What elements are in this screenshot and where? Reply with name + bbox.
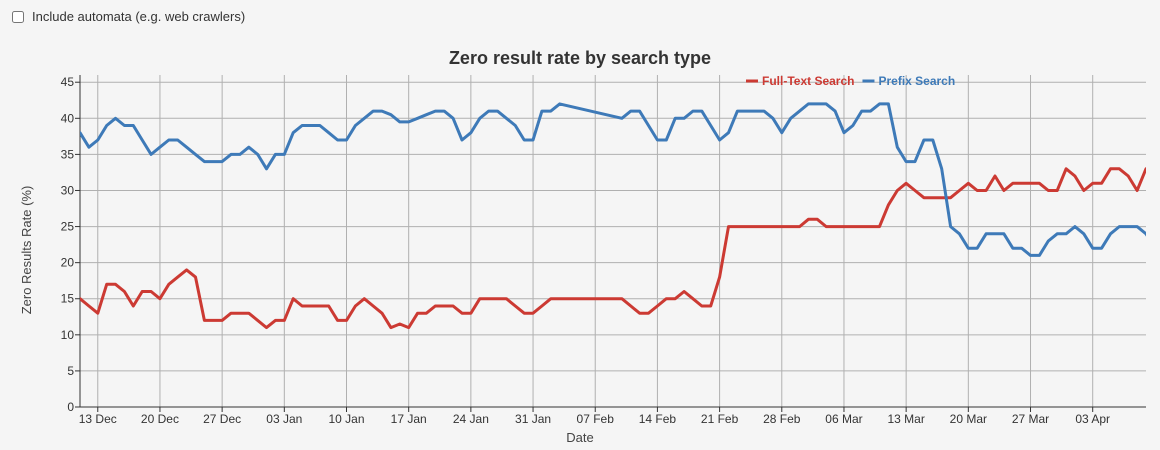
x-tick-label: 03 Apr — [1075, 412, 1110, 426]
y-tick-label: 35 — [61, 147, 75, 161]
series-line-full-text-search — [80, 167, 1146, 330]
legend-label: Prefix Search — [878, 74, 955, 88]
y-tick-label: 0 — [67, 400, 74, 414]
automata-checkbox[interactable] — [12, 10, 24, 23]
x-tick-label: 13 Dec — [79, 412, 117, 426]
y-tick-label: 45 — [61, 75, 75, 89]
y-tick-label: 20 — [61, 256, 75, 270]
x-tick-label: 06 Mar — [825, 412, 862, 426]
x-axis-label: Date — [566, 430, 593, 445]
series-line-prefix-search — [80, 102, 1146, 257]
y-ticks: 0 5 10 15 20 25 30 35 40 45 — [61, 75, 80, 414]
x-tick-label: 03 Jan — [266, 412, 302, 426]
grid — [80, 75, 1146, 407]
y-tick-label: 10 — [61, 328, 75, 342]
x-tick-label: 21 Feb — [701, 412, 739, 426]
x-ticks: 13 Dec 20 Dec 27 Dec 03 Jan 10 Jan 17 Jan 24 J… — [79, 407, 1110, 426]
y-tick-label: 30 — [61, 183, 75, 197]
x-tick-label: 14 Feb — [639, 412, 677, 426]
y-tick-label: 40 — [61, 111, 75, 125]
x-tick-label: 28 Feb — [763, 412, 801, 426]
y-tick-label: 15 — [61, 292, 75, 306]
chart-title: Zero result rate by search type — [449, 48, 711, 68]
x-tick-label: 31 Jan — [515, 412, 551, 426]
axes — [79, 75, 1146, 408]
y-tick-label: 5 — [67, 364, 74, 378]
y-axis-label: Zero Results Rate (%) — [19, 186, 34, 315]
x-tick-label: 17 Jan — [391, 412, 427, 426]
x-tick-label: 07 Feb — [577, 412, 615, 426]
series-lines — [80, 102, 1146, 330]
y-tick-label: 25 — [61, 220, 75, 234]
legend: Full-Text Search Prefix Search — [746, 74, 955, 88]
x-tick-label: 27 Dec — [203, 412, 241, 426]
automata-label: Include automata (e.g. web crawlers) — [32, 9, 246, 24]
x-tick-label: 10 Jan — [328, 412, 364, 426]
automata-toggle[interactable]: Include automata (e.g. web crawlers) — [12, 9, 245, 24]
x-tick-label: 24 Jan — [453, 412, 489, 426]
x-tick-label: 20 Dec — [141, 412, 179, 426]
x-tick-label: 13 Mar — [887, 412, 924, 426]
x-tick-label: 20 Mar — [950, 412, 987, 426]
legend-label: Full-Text Search — [762, 74, 854, 88]
x-tick-label: 27 Mar — [1012, 412, 1049, 426]
